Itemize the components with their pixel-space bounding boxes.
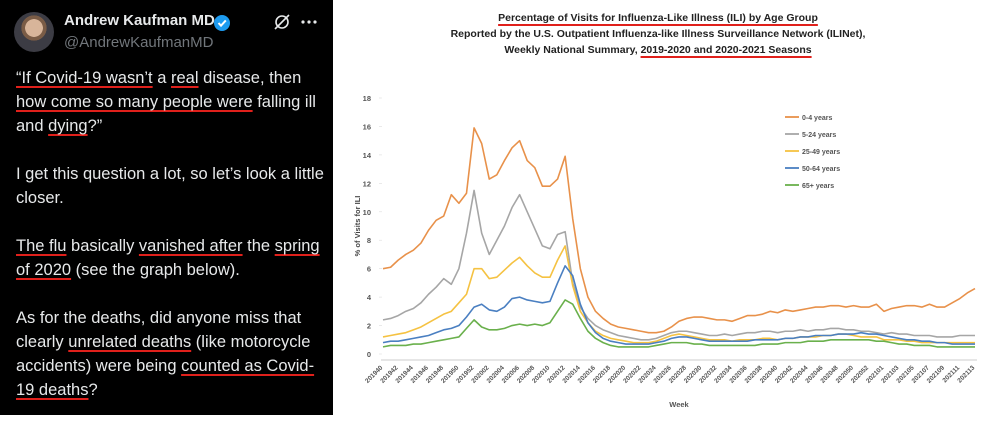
text-span: real: [171, 69, 199, 87]
text-span: spring of 2020: [16, 237, 320, 279]
series-line: [382, 245, 975, 344]
text-span: counted as Covid-19 deaths: [16, 357, 315, 399]
title-line: Percentage of Visits for Influenza-Like …: [338, 10, 978, 26]
chart: 0246810121416182019402019422019442019462…: [353, 94, 977, 409]
title-span: 2019-2020 and 2020-2021 Seasons: [640, 44, 812, 56]
author-handle[interactable]: @AndrewKaufmanMD: [64, 34, 214, 51]
y-tick-label: 16: [363, 122, 371, 131]
chart-panel: 0 2 4 6 8 10 12 14 16 18 201940 201942 201944 201946 2…: [338, 0, 985, 415]
text-span: a: [152, 69, 171, 87]
series-line: [382, 189, 975, 341]
text-span: unrelated deaths: [68, 333, 192, 351]
text-span: (like motorcycle accidents) were being: [16, 333, 311, 375]
title-line: Weekly National Summary, 2019-2020 and 2…: [338, 42, 978, 58]
y-tick-label: 0: [367, 350, 371, 359]
text-span: (see the graph below).: [71, 261, 240, 279]
text-span: I get this question a lot, so let’s look…: [16, 165, 324, 207]
legend-label: 50-64 years: [802, 166, 840, 173]
y-axis-label: % of Visits for ILI: [353, 196, 362, 257]
text-span: the: [242, 237, 275, 255]
legend-label: 0-4 years: [802, 115, 832, 122]
chart-title: Percentage of Visits for Influenza-Like …: [338, 10, 978, 58]
author-name[interactable]: Andrew Kaufman MD: [64, 12, 215, 29]
legend-label: 25-49 years: [802, 149, 840, 156]
text-span: As for the deaths, did anyone miss that …: [16, 309, 302, 351]
paragraph: I get this question a lot, so let’s look…: [16, 162, 328, 210]
tweet-text: “If Covid-19 wasn’t a real disease, then…: [16, 66, 328, 426]
legend-label: 5-24 years: [802, 132, 836, 139]
y-tick-label: 10: [363, 208, 371, 217]
y-tick-label: 8: [367, 236, 371, 245]
title-span: Weekly National Summary,: [504, 44, 641, 56]
paragraph: As for the deaths, did anyone miss that …: [16, 306, 328, 402]
text-span: how come so many people were: [16, 93, 253, 111]
y-tick-label: 12: [363, 179, 371, 188]
text-span: vanished after: [138, 237, 243, 255]
header-icons: [214, 14, 317, 31]
grok-icon[interactable]: [274, 14, 290, 30]
x-axis-label: Week: [669, 400, 689, 409]
text-span: ?”: [87, 117, 103, 135]
title-line: Reported by the U.S. Outpatient Influenz…: [338, 26, 978, 42]
y-tick-label: 14: [363, 151, 372, 160]
text-span: dying: [48, 117, 88, 135]
more-menu[interactable]: [301, 20, 317, 24]
title-span: Percentage of Visits for Influenza-Like …: [498, 12, 818, 24]
y-tick-label: 4: [367, 293, 372, 302]
avatar[interactable]: [14, 12, 54, 52]
legend-label: 65+ years: [802, 183, 834, 190]
y-tick-label: 6: [367, 265, 371, 274]
series-line: [382, 265, 975, 345]
text-span: disease, then: [198, 69, 302, 87]
y-tick-label: 2: [367, 322, 371, 331]
y-tick-label: 18: [363, 94, 371, 103]
x-tick-label: 202113: [956, 364, 976, 384]
paragraph: “If Covid-19 wasn’t a real disease, then…: [16, 66, 328, 138]
verified-badge: [214, 15, 230, 31]
text-span: “If Covid-19 wasn’t: [16, 69, 153, 87]
tweet: Andrew Kaufman MD @AndrewKaufmanMD “If C…: [0, 0, 333, 415]
text-span: The flu: [16, 237, 67, 255]
text-span: falling ill and: [16, 93, 316, 135]
paragraph: The flu basically vanished after the spr…: [16, 234, 328, 282]
series-line: [382, 127, 976, 334]
text-span: basically: [66, 237, 139, 255]
title-span: Reported by the U.S. Outpatient Influenz…: [450, 28, 866, 40]
text-span: ?: [88, 381, 98, 399]
series-line: [382, 299, 975, 348]
